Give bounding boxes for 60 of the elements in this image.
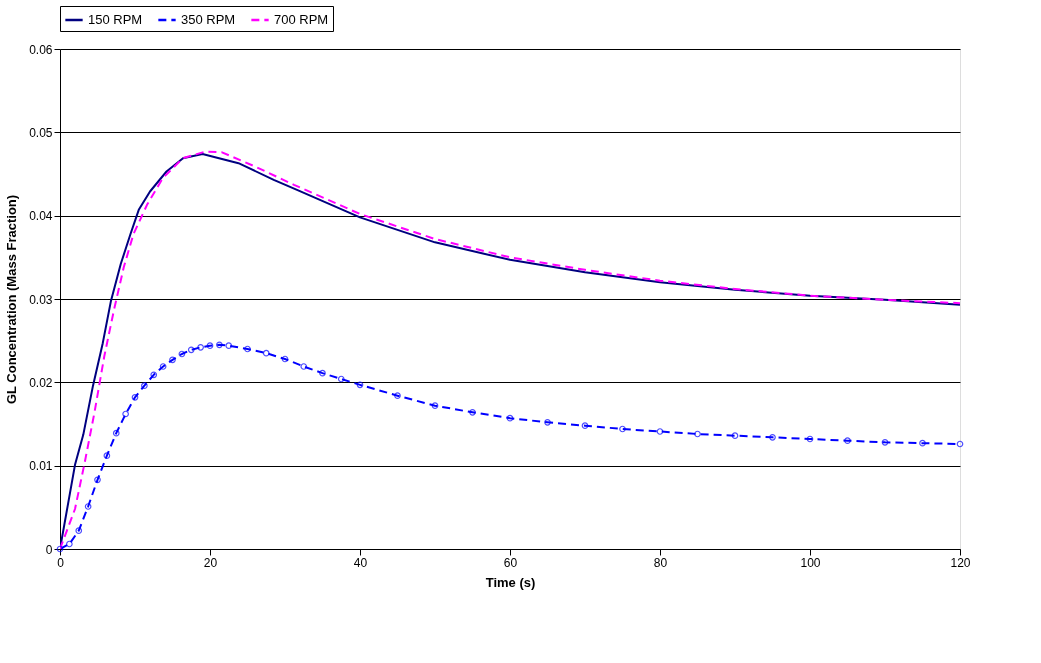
x-tick-label: 40 (353, 555, 368, 570)
point (544, 419, 551, 426)
legend-label: 350 RPM (181, 12, 236, 27)
x-axis-title: Time (s) (485, 574, 536, 590)
point (122, 410, 129, 418)
point (619, 425, 626, 433)
point (300, 363, 308, 370)
point (319, 369, 326, 377)
point (75, 527, 83, 534)
point (197, 344, 204, 351)
point (187, 346, 195, 354)
y-tick-label: 0.05 (29, 125, 53, 140)
point (844, 437, 851, 444)
x-tick-label: 120 (950, 555, 971, 570)
point (656, 428, 664, 435)
point (956, 440, 964, 448)
point (281, 355, 289, 363)
x-tick-label: 100 (800, 555, 821, 570)
y-tick-label: 0.03 (29, 292, 53, 307)
point (881, 439, 889, 446)
point (356, 381, 364, 389)
point (769, 434, 776, 441)
legend-label: 150 RPM (88, 12, 143, 27)
point (178, 350, 186, 358)
point (431, 402, 439, 409)
point (66, 540, 73, 548)
point (216, 341, 223, 349)
point (206, 342, 214, 349)
point (337, 375, 345, 383)
point (150, 371, 158, 379)
point (262, 349, 270, 357)
point (169, 356, 176, 364)
point (506, 414, 514, 422)
point (394, 392, 401, 399)
y-tick-label: 0 (45, 542, 53, 557)
point (731, 432, 739, 439)
point (131, 394, 139, 401)
legend-label: 700 RPM (274, 12, 329, 27)
point (806, 435, 814, 443)
y-axis-title: GL Concentration (Mass Fraction) (4, 194, 20, 405)
y-tick-label: 0.01 (29, 459, 53, 474)
point (469, 409, 476, 416)
x-tick-label: 80 (653, 555, 668, 570)
x-tick-label: 0 (57, 555, 65, 570)
x-tick-label: 60 (503, 555, 518, 570)
point (112, 429, 120, 437)
y-tick-label: 0.04 (29, 209, 53, 224)
y-tick-label: 0.06 (29, 42, 53, 57)
point (694, 430, 701, 438)
point (94, 476, 101, 484)
point (225, 342, 233, 349)
point (919, 439, 926, 447)
x-tick-label: 20 (203, 555, 218, 570)
point (159, 363, 167, 370)
y-tick-label: 0.02 (29, 375, 53, 390)
point (581, 422, 589, 429)
point (103, 452, 111, 459)
point (141, 382, 148, 389)
point (84, 503, 92, 510)
point (244, 345, 251, 353)
